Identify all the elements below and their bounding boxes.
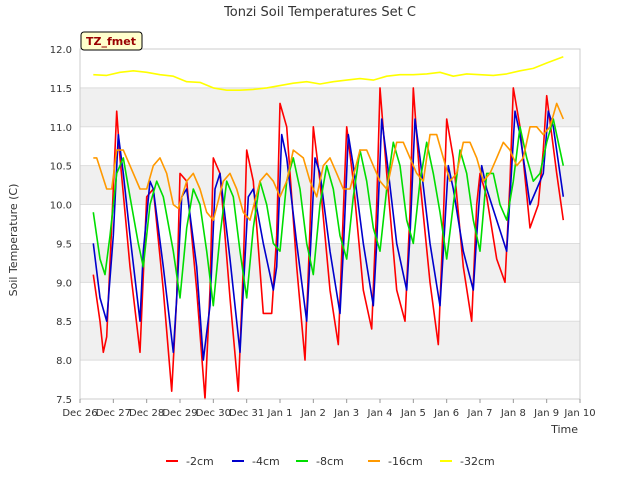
x-tick-label: Dec 28 — [129, 408, 164, 419]
series-line-m8cm — [92, 118, 565, 307]
grid-lines — [80, 48, 580, 400]
legend-label: -16cm — [388, 455, 423, 468]
y-axis-ticks: 7.5 8.0 8.5 9.0 9.5 10.0 10.5 11.0 11.5 12.0 — [50, 45, 72, 406]
x-tick-label: Jan 2 — [300, 408, 326, 419]
y-axis-label: Soil Temperature (C) — [7, 184, 20, 297]
x-tick-label: Dec 27 — [96, 408, 131, 419]
annotation-box — [80, 31, 143, 51]
y-tick-label: 7.5 — [56, 395, 72, 406]
y-tick-label: 8.0 — [56, 356, 72, 367]
legend-label: -32cm — [460, 455, 495, 468]
x-tick-label: Dec 31 — [229, 408, 264, 419]
x-tick-label: Jan 3 — [333, 408, 359, 419]
y-tick-label: 10.0 — [50, 201, 72, 212]
x-tick-label: Jan 6 — [433, 408, 459, 419]
y-tick-label: 8.5 — [56, 317, 72, 328]
x-tick-label: Dec 26 — [62, 408, 97, 419]
background-band — [80, 87, 580, 127]
legend-label: -2cm — [186, 455, 214, 468]
x-tick-label: Dec 30 — [196, 408, 231, 419]
x-tick-label: Jan 9 — [533, 408, 559, 419]
x-tick-label: Jan 1 — [267, 408, 293, 419]
x-tick-label: Jan 5 — [400, 408, 426, 419]
x-axis-label: Time — [550, 423, 578, 436]
y-tick-label: 10.5 — [50, 162, 72, 173]
background-bands — [80, 87, 580, 361]
y-tick-label: 11.0 — [50, 123, 72, 134]
series-line-m4cm — [92, 110, 565, 361]
y-tick-label: 12.0 — [50, 45, 72, 56]
legend: -2cm -4cm -8cm -16cm -32cm — [166, 455, 495, 468]
chart-title: Tonzi Soil Temperatures Set C — [223, 5, 416, 20]
y-tick-label: 9.5 — [56, 239, 72, 250]
legend-label: -8cm — [316, 455, 344, 468]
x-tick-label: Jan 7 — [467, 408, 493, 419]
plot-frame — [79, 48, 581, 400]
series-line-m16cm — [93, 102, 565, 221]
annotation-label: TZ_fmet — [86, 35, 136, 48]
x-tick-label: Jan 8 — [500, 408, 526, 419]
y-tick-label: 9.0 — [56, 278, 72, 289]
x-tick-label: Jan 10 — [563, 408, 595, 419]
legend-label: -4cm — [252, 455, 280, 468]
series-lines — [92, 56, 565, 400]
background-band — [80, 321, 580, 361]
station-annotation: TZ_fmet — [80, 31, 143, 51]
series-line-m32cm — [93, 56, 564, 91]
x-tick-label: Dec 29 — [162, 408, 197, 419]
x-tick-label: Jan 4 — [367, 408, 393, 419]
y-tick-label: 11.5 — [50, 84, 72, 95]
